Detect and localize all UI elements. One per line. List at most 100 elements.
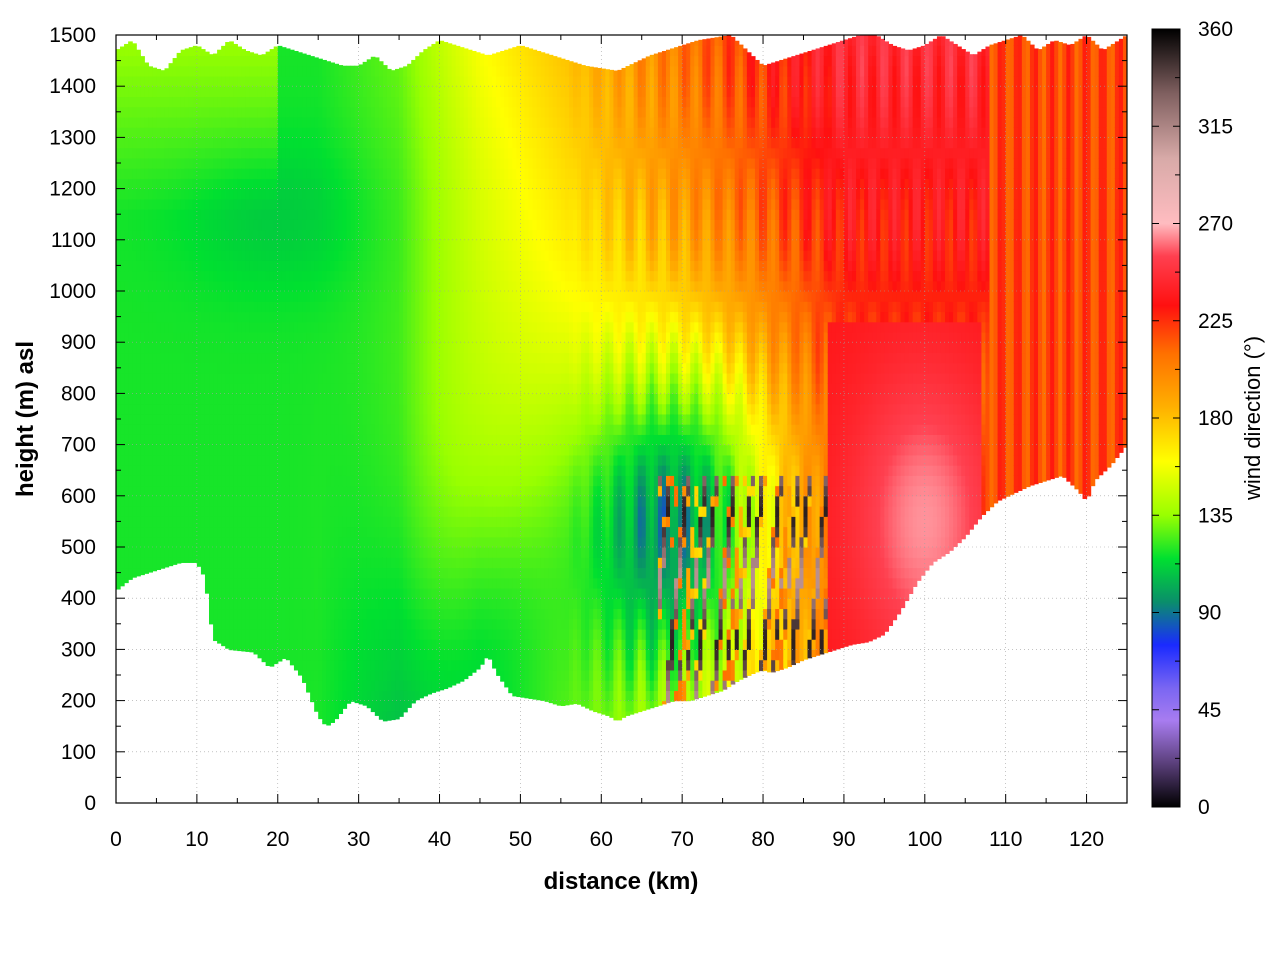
heatmap-cell: [124, 43, 129, 46]
heatmap-cell: [297, 52, 303, 57]
heatmap-cell: [374, 649, 380, 661]
heatmap-cell: [217, 413, 222, 425]
heatmap-cell: [439, 178, 445, 190]
heatmap-cell: [297, 465, 303, 476]
heatmap-cell: [306, 229, 311, 241]
heatmap-cell: [346, 700, 352, 704]
heatmap-cell: [431, 618, 437, 630]
heatmap-cell: [168, 393, 174, 405]
heatmap-cell: [237, 639, 242, 650]
heatmap-cell: [261, 403, 267, 415]
heatmap-cell: [209, 424, 214, 435]
heatmap-cell: [285, 628, 291, 640]
heatmap-cell: [265, 424, 271, 435]
heatmap-cell: [172, 270, 178, 282]
heatmap-cell: [306, 362, 311, 374]
heatmap-cell: [334, 321, 340, 333]
heatmap-cell: [245, 362, 251, 374]
heatmap-cell: [342, 75, 348, 87]
heatmap-cell: [342, 127, 348, 138]
heatmap-cell: [196, 250, 202, 261]
heatmap-cell: [293, 280, 299, 292]
heatmap-cell: [265, 239, 271, 251]
heatmap-cell: [261, 639, 267, 650]
heatmap-cell: [358, 628, 364, 640]
heatmap-cell: [221, 116, 226, 128]
heatmap-cell: [233, 444, 238, 456]
heatmap-cell: [334, 157, 340, 169]
heatmap-cell: [213, 352, 218, 364]
heatmap-cell: [403, 331, 408, 343]
heatmap-cell: [342, 444, 348, 456]
heatmap-cell: [164, 516, 170, 528]
heatmap-cell: [306, 659, 311, 671]
heatmap-cell: [156, 250, 162, 261]
heatmap-cell: [382, 260, 388, 272]
heatmap-cell: [407, 301, 412, 313]
heatmap-cell: [200, 270, 206, 282]
heatmap-cell: [362, 127, 368, 138]
heatmap-cell: [362, 598, 368, 610]
heatmap-cell: [257, 495, 263, 507]
heatmap-cell: [277, 526, 283, 538]
heatmap-cell: [217, 280, 222, 292]
heatmap-cell: [289, 424, 295, 435]
heatmap-cell: [269, 321, 275, 333]
heatmap-cell: [257, 362, 263, 374]
heatmap-cell: [241, 547, 246, 558]
heatmap-cell: [192, 444, 198, 456]
heatmap-cell: [403, 239, 408, 251]
heatmap-cell: [132, 250, 137, 261]
heatmap-cell: [415, 301, 420, 313]
heatmap-cell: [273, 608, 279, 620]
heatmap-cell: [407, 649, 412, 661]
heatmap-cell: [245, 475, 251, 487]
heatmap-cell: [136, 383, 141, 394]
heatmap-cell: [180, 454, 186, 466]
heatmap-cell: [382, 65, 388, 77]
heatmap-cell: [358, 526, 364, 538]
heatmap-cell: [140, 331, 145, 343]
heatmap-cell: [439, 116, 445, 128]
heatmap-cell: [229, 65, 234, 77]
heatmap-cell: [407, 137, 412, 149]
heatmap-cell: [257, 270, 263, 282]
heatmap-cell: [403, 219, 408, 231]
heatmap-cell: [447, 106, 453, 118]
heatmap-cell: [419, 639, 424, 650]
heatmap-cell: [196, 362, 202, 374]
heatmap-cell: [374, 506, 380, 517]
heatmap-cell: [192, 250, 198, 261]
heatmap-cell: [415, 475, 420, 487]
heatmap-cell: [447, 280, 453, 292]
heatmap-cell: [297, 321, 303, 333]
heatmap-cell: [419, 536, 424, 548]
heatmap-cell: [419, 424, 424, 435]
heatmap-cell: [423, 209, 428, 220]
heatmap-cell: [415, 465, 420, 476]
heatmap-cell: [237, 75, 242, 87]
heatmap-cell: [168, 424, 174, 435]
heatmap-cell: [152, 465, 158, 476]
heatmap-cell: [281, 260, 287, 272]
heatmap-cell: [237, 434, 242, 446]
heatmap-cell: [156, 526, 162, 538]
heatmap-cell: [350, 536, 356, 548]
heatmap-cell: [229, 598, 234, 610]
heatmap-cell: [346, 86, 352, 98]
heatmap-cell: [265, 260, 271, 272]
heatmap-cell: [447, 219, 453, 231]
heatmap-cell: [330, 291, 335, 302]
heatmap-cell: [172, 372, 178, 384]
heatmap-cell: [378, 393, 384, 405]
heatmap-cell: [350, 116, 356, 128]
heatmap-cell: [431, 598, 437, 610]
heatmap-cell: [273, 321, 279, 333]
heatmap-cell: [213, 547, 218, 558]
heatmap-cell: [172, 331, 178, 343]
heatmap-cell: [310, 465, 315, 476]
heatmap-cell: [116, 536, 121, 548]
heatmap-cell: [326, 659, 331, 671]
heatmap-cell: [443, 127, 449, 138]
heatmap-cell: [233, 372, 238, 384]
